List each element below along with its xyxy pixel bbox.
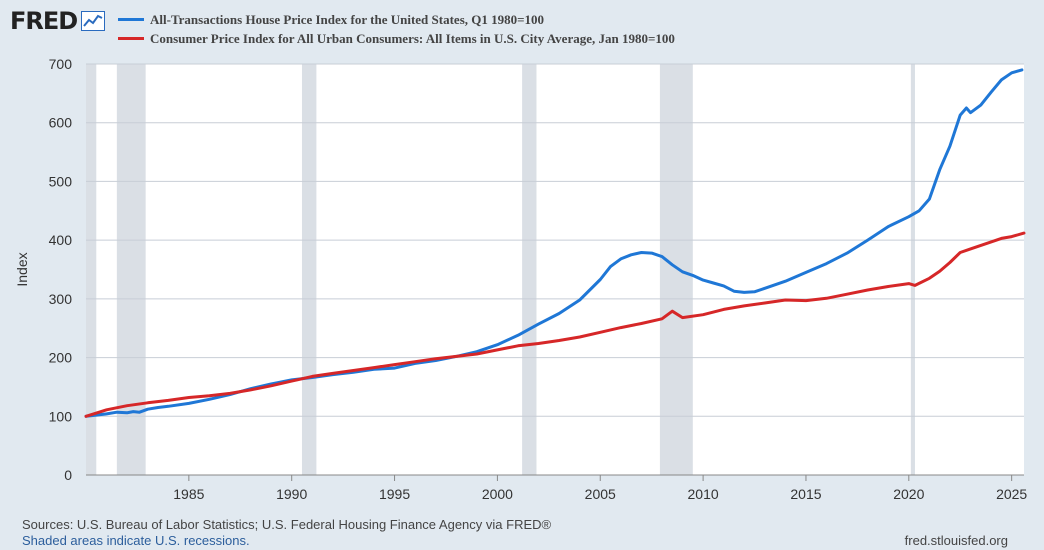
x-tick-label: 1995 (379, 486, 410, 502)
y-tick-label: 500 (49, 173, 73, 189)
y-tick-label: 700 (49, 56, 73, 72)
chart-line-icon (81, 11, 106, 31)
chart-footer: Sources: U.S. Bureau of Labor Statistics… (0, 515, 1044, 550)
legend-item-cpi[interactable]: Consumer Price Index for All Urban Consu… (118, 29, 675, 48)
y-tick-label: 200 (49, 350, 73, 366)
legend-swatch-cpi (118, 37, 144, 40)
recession-band (522, 64, 537, 475)
legend-item-house-price[interactable]: All-Transactions House Price Index for t… (118, 10, 675, 29)
recession-band (86, 64, 97, 475)
legend-label-cpi: Consumer Price Index for All Urban Consu… (150, 30, 675, 46)
recession-band (910, 64, 915, 475)
y-tick-label: 400 (49, 232, 73, 248)
plot-area (86, 64, 1024, 475)
recession-band (659, 64, 693, 475)
x-tick-label: 2020 (893, 486, 924, 502)
x-tick-label: 2025 (996, 486, 1027, 502)
x-tick-label: 2010 (688, 486, 719, 502)
series-line-house-price (84, 68, 1024, 418)
sources-note: Sources: U.S. Bureau of Labor Statistics… (22, 517, 552, 532)
y-tick-label: 300 (49, 291, 73, 307)
legend-swatch-house-price (118, 18, 144, 21)
site-link[interactable]: fred.stlouisfed.org (904, 533, 1008, 548)
y-axis-title: Index (14, 252, 30, 286)
y-tick-label: 600 (49, 115, 73, 131)
y-tick-label: 0 (64, 467, 72, 483)
recession-band (301, 64, 317, 475)
series-line-cpi (84, 231, 1026, 418)
x-tick-label: 1990 (276, 486, 307, 502)
line-chart: 0 100 200 300 400 500 600 700 1985 1990 1995 2000 20… (14, 56, 1027, 502)
x-tick-label: 2015 (790, 486, 821, 502)
legend-label-house-price: All-Transactions House Price Index for t… (150, 11, 545, 27)
fred-logo-text: FRED (10, 7, 78, 35)
x-tick-label: 2005 (585, 486, 616, 502)
recessions-note: Shaded areas indicate U.S. recessions. (22, 533, 250, 548)
chart-legend: All-Transactions House Price Index for t… (118, 10, 675, 48)
chart-header: FRED All-Transactions House Price Index … (0, 0, 1044, 56)
x-tick-label: 2000 (482, 486, 513, 502)
y-tick-label: 100 (49, 408, 73, 424)
fred-logo[interactable]: FRED (10, 7, 106, 35)
x-tick-label: 1985 (173, 486, 204, 502)
